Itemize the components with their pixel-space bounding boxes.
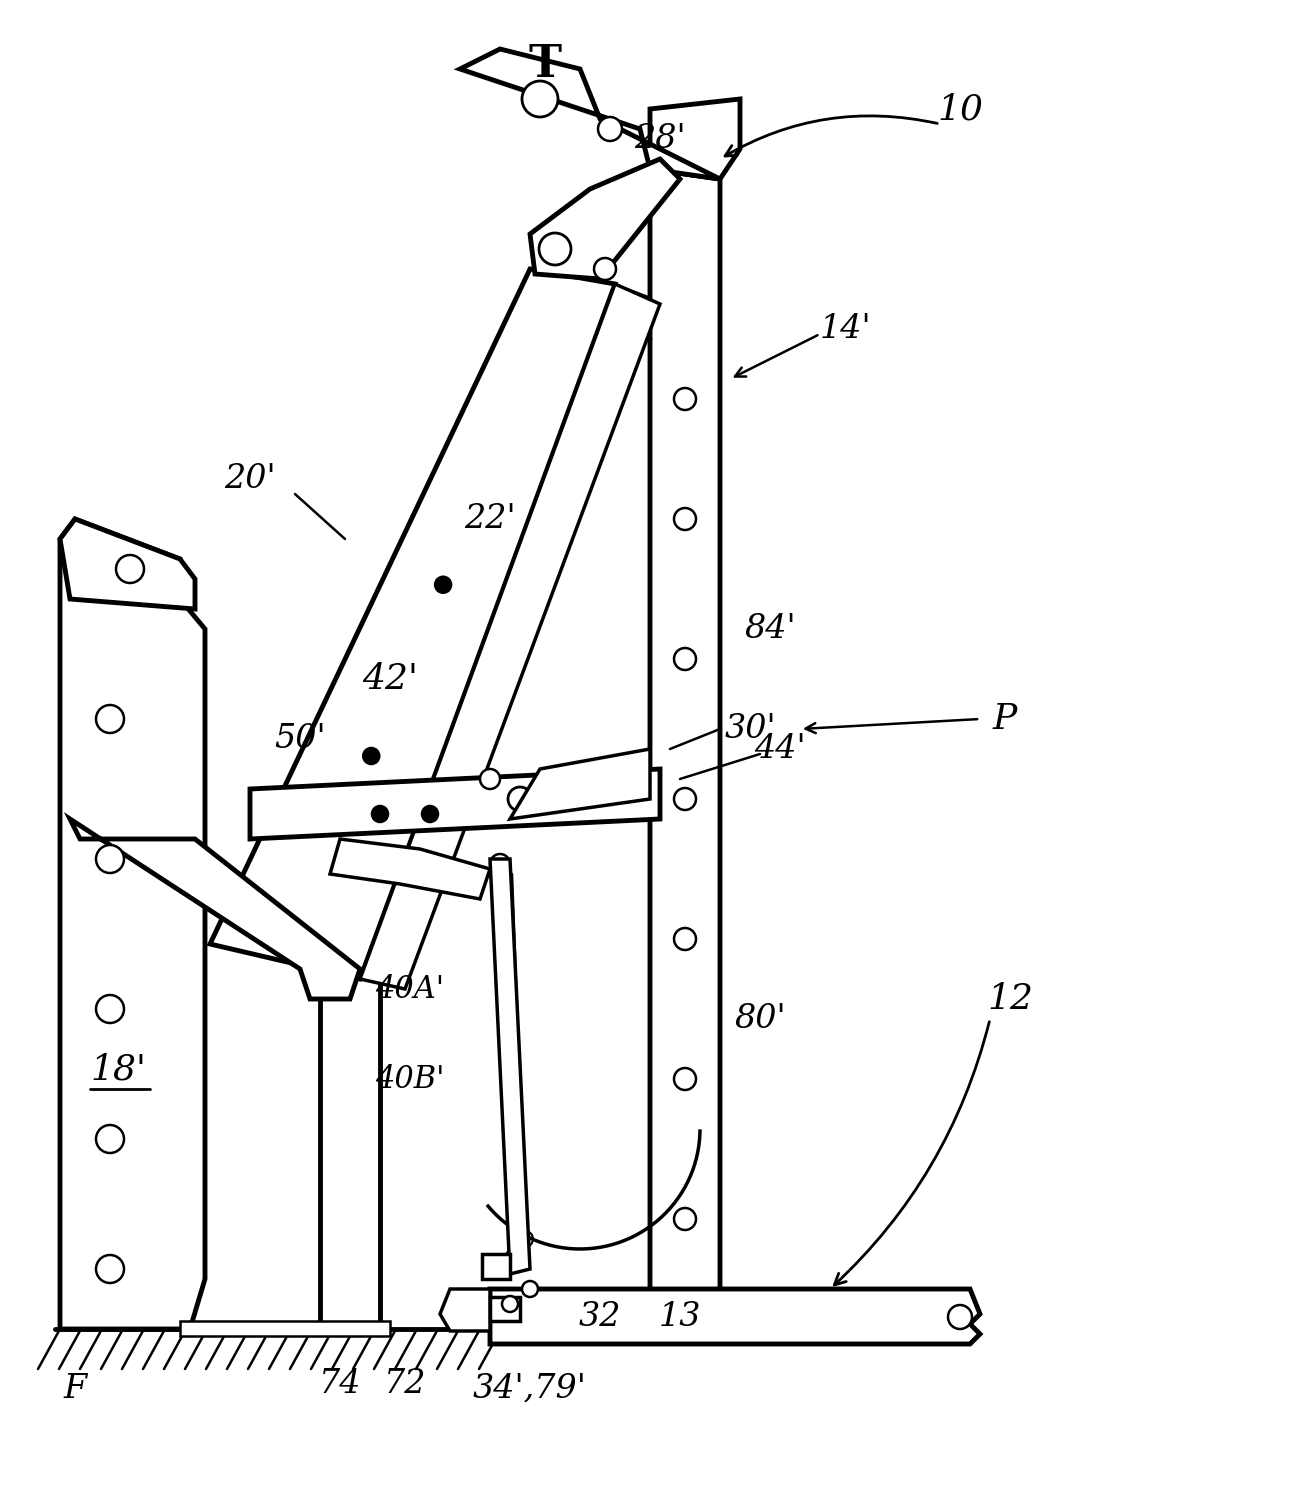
Circle shape	[97, 705, 124, 733]
Text: 72: 72	[384, 1369, 427, 1400]
Circle shape	[97, 995, 124, 1022]
Polygon shape	[210, 268, 615, 979]
Polygon shape	[482, 1255, 510, 1279]
Text: 40A': 40A'	[376, 973, 445, 1004]
Polygon shape	[60, 519, 205, 1330]
Text: 18': 18'	[90, 1052, 146, 1085]
Text: 84': 84'	[744, 613, 796, 645]
Polygon shape	[650, 99, 740, 178]
Text: 30': 30'	[724, 714, 775, 745]
Circle shape	[673, 388, 696, 411]
Text: 44': 44'	[754, 733, 805, 764]
Polygon shape	[459, 49, 720, 178]
Polygon shape	[360, 283, 660, 989]
Circle shape	[97, 1126, 124, 1153]
Polygon shape	[330, 839, 489, 899]
Circle shape	[505, 1249, 525, 1270]
Circle shape	[435, 577, 452, 592]
Text: 34',79': 34',79'	[472, 1373, 587, 1405]
Text: 74: 74	[318, 1369, 361, 1400]
Text: 14': 14'	[820, 313, 870, 345]
Text: 32: 32	[578, 1301, 621, 1333]
Circle shape	[673, 508, 696, 531]
Polygon shape	[650, 169, 720, 1330]
Circle shape	[673, 788, 696, 809]
Text: 28': 28'	[634, 123, 686, 154]
Polygon shape	[180, 1321, 390, 1336]
Text: P: P	[993, 702, 1017, 736]
Circle shape	[517, 1231, 532, 1247]
Circle shape	[522, 81, 559, 117]
Circle shape	[116, 555, 144, 583]
Circle shape	[594, 258, 616, 280]
Polygon shape	[440, 1289, 489, 1331]
Circle shape	[390, 854, 410, 874]
Circle shape	[422, 806, 438, 821]
Text: 13: 13	[659, 1301, 701, 1333]
Text: 22': 22'	[465, 504, 515, 535]
Polygon shape	[530, 159, 680, 279]
Circle shape	[673, 1067, 696, 1090]
Circle shape	[97, 845, 124, 872]
Circle shape	[372, 806, 388, 821]
Text: 10: 10	[937, 91, 983, 126]
Polygon shape	[510, 750, 650, 818]
Text: 40B': 40B'	[376, 1063, 445, 1094]
Circle shape	[673, 648, 696, 670]
Polygon shape	[489, 1297, 519, 1321]
Text: F: F	[64, 1373, 86, 1405]
Text: T: T	[529, 42, 561, 85]
Circle shape	[97, 1255, 124, 1283]
Circle shape	[522, 1282, 538, 1297]
Circle shape	[947, 1306, 972, 1330]
Text: 20': 20'	[224, 463, 275, 495]
Circle shape	[539, 232, 572, 265]
Text: 12: 12	[987, 982, 1034, 1016]
Text: 42': 42'	[361, 663, 418, 696]
Polygon shape	[70, 818, 360, 998]
Circle shape	[480, 769, 500, 788]
Circle shape	[673, 928, 696, 950]
Polygon shape	[251, 769, 660, 839]
Circle shape	[502, 1297, 518, 1312]
Polygon shape	[489, 859, 530, 1274]
Circle shape	[598, 117, 622, 141]
Polygon shape	[60, 519, 194, 609]
Circle shape	[673, 1208, 696, 1231]
Circle shape	[455, 869, 475, 889]
Circle shape	[630, 769, 650, 788]
Circle shape	[363, 748, 380, 764]
Text: 50': 50'	[274, 723, 326, 755]
Text: 80': 80'	[735, 1003, 786, 1034]
Circle shape	[489, 854, 510, 874]
Circle shape	[508, 787, 532, 811]
Polygon shape	[489, 1289, 980, 1345]
